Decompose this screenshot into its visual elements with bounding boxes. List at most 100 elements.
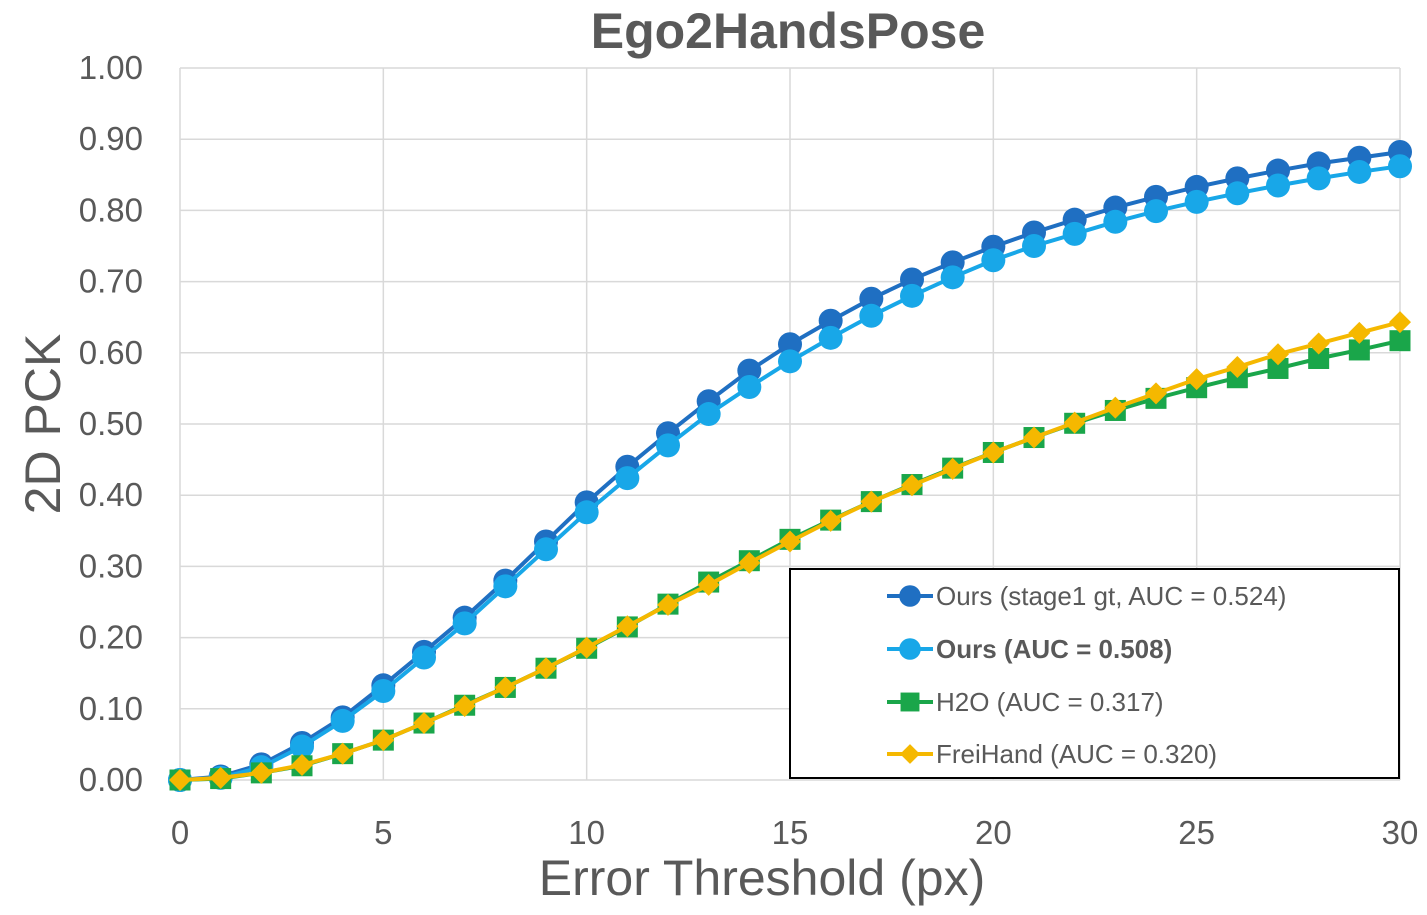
legend-label: H2O (AUC = 0.317): [936, 687, 1164, 717]
data-point: [656, 433, 680, 458]
data-point: [1266, 173, 1290, 198]
legend-label: Ours (stage1 gt, AUC = 0.524): [936, 581, 1286, 611]
data-point: [697, 573, 720, 596]
legend-entry: Ours (AUC = 0.508): [887, 634, 1172, 664]
x-tick-label: 30: [1382, 814, 1419, 851]
y-tick-label: 0.50: [79, 405, 143, 442]
data-point: [1062, 221, 1087, 246]
data-point: [494, 676, 517, 699]
y-tick-label: 0.90: [79, 120, 143, 157]
data-point: [901, 474, 923, 497]
data-point: [859, 303, 884, 328]
y-tick-labels: 0.00 0.10 0.20 0.30 0.40 0.50 0.60 0.70 0.80 0.90…: [79, 49, 143, 798]
data-point: [1389, 330, 1411, 352]
data-point: [250, 761, 273, 784]
data-point: [1103, 209, 1128, 234]
y-tick-label: 1.00: [79, 49, 143, 86]
data-point: [616, 615, 639, 638]
data-point: [371, 679, 396, 703]
data-point: [330, 708, 355, 733]
data-point: [737, 374, 762, 399]
data-point: [1267, 357, 1289, 379]
x-tick-label: 5: [374, 814, 392, 851]
data-point: [575, 636, 598, 659]
legend-entry: Ours (stage1 gt, AUC = 0.524): [887, 581, 1286, 611]
legend-entry: FreiHand (AUC = 0.320): [887, 739, 1217, 769]
data-point: [778, 332, 802, 357]
data-point: [1145, 382, 1167, 405]
data-point: [169, 769, 191, 791]
data-point: [1348, 339, 1370, 361]
data-point: [535, 657, 557, 680]
x-tick-label: 20: [975, 814, 1012, 851]
data-point: [372, 729, 395, 752]
legend-box: [789, 568, 1400, 779]
x-tick-label: 10: [568, 814, 605, 851]
data-point: [1063, 411, 1086, 434]
data-point: [819, 509, 842, 532]
data-point: [818, 308, 843, 333]
data-point: [696, 402, 721, 427]
data-point: [900, 283, 924, 308]
data-point: [1225, 181, 1250, 206]
data-point: [818, 325, 843, 350]
series-4: [169, 311, 1411, 791]
y-tick-label: 0.60: [79, 334, 143, 371]
data-point: [534, 537, 558, 562]
data-point: [860, 490, 883, 513]
legend-entry: H2O (AUC = 0.317): [887, 687, 1164, 717]
data-point: [493, 574, 518, 599]
y-tick-label: 0.00: [79, 761, 143, 798]
data-point: [412, 645, 436, 670]
data-point: [779, 530, 801, 553]
data-point: [453, 694, 476, 717]
data-point: [331, 742, 354, 765]
data-point: [1184, 189, 1209, 214]
data-point: [1023, 426, 1045, 449]
y-tick-label: 0.70: [79, 263, 143, 300]
series-group: [168, 140, 1412, 792]
data-point: [1388, 154, 1412, 179]
data-point: [615, 466, 640, 491]
y-tick-label: 0.40: [79, 476, 143, 513]
data-point: [452, 611, 477, 636]
x-axis-label: Error Threshold (px): [539, 850, 985, 906]
data-point: [738, 551, 761, 574]
data-point: [1389, 311, 1411, 334]
data-point: [1348, 321, 1371, 344]
data-point: [1347, 159, 1372, 184]
data-point: [1226, 356, 1249, 379]
x-tick-label: 25: [1178, 814, 1215, 851]
data-point: [981, 248, 1006, 273]
data-point: [778, 349, 802, 374]
data-point: [1185, 368, 1208, 391]
x-tick-labels: 0 5 10 15 20 25 30: [171, 814, 1419, 851]
data-point: [657, 593, 679, 616]
data-point: [1104, 396, 1127, 419]
legend-label: FreiHand (AUC = 0.320): [936, 739, 1217, 769]
data-point: [1306, 166, 1331, 191]
y-tick-label: 0.10: [79, 690, 143, 727]
data-point: [290, 734, 314, 759]
y-tick-label: 0.80: [79, 191, 143, 228]
data-point: [1308, 347, 1330, 369]
grid-lines: [179, 67, 1401, 781]
y-tick-label: 0.30: [79, 547, 143, 584]
data-point: [940, 265, 965, 290]
data-point: [859, 286, 884, 311]
data-point: [899, 638, 921, 660]
data-point: [574, 500, 599, 525]
legend: Ours (stage1 gt, AUC = 0.524) Ours (AUC =…: [789, 568, 1400, 779]
data-point: [982, 441, 1005, 464]
data-point: [899, 585, 921, 607]
data-point: [413, 712, 435, 735]
data-point: [1307, 332, 1330, 355]
data-point: [291, 754, 313, 777]
data-point: [1022, 234, 1046, 258]
legend-label: Ours (AUC = 0.508): [936, 634, 1172, 664]
data-point: [209, 766, 232, 789]
x-tick-label: 0: [171, 814, 189, 851]
data-point: [1267, 343, 1289, 366]
